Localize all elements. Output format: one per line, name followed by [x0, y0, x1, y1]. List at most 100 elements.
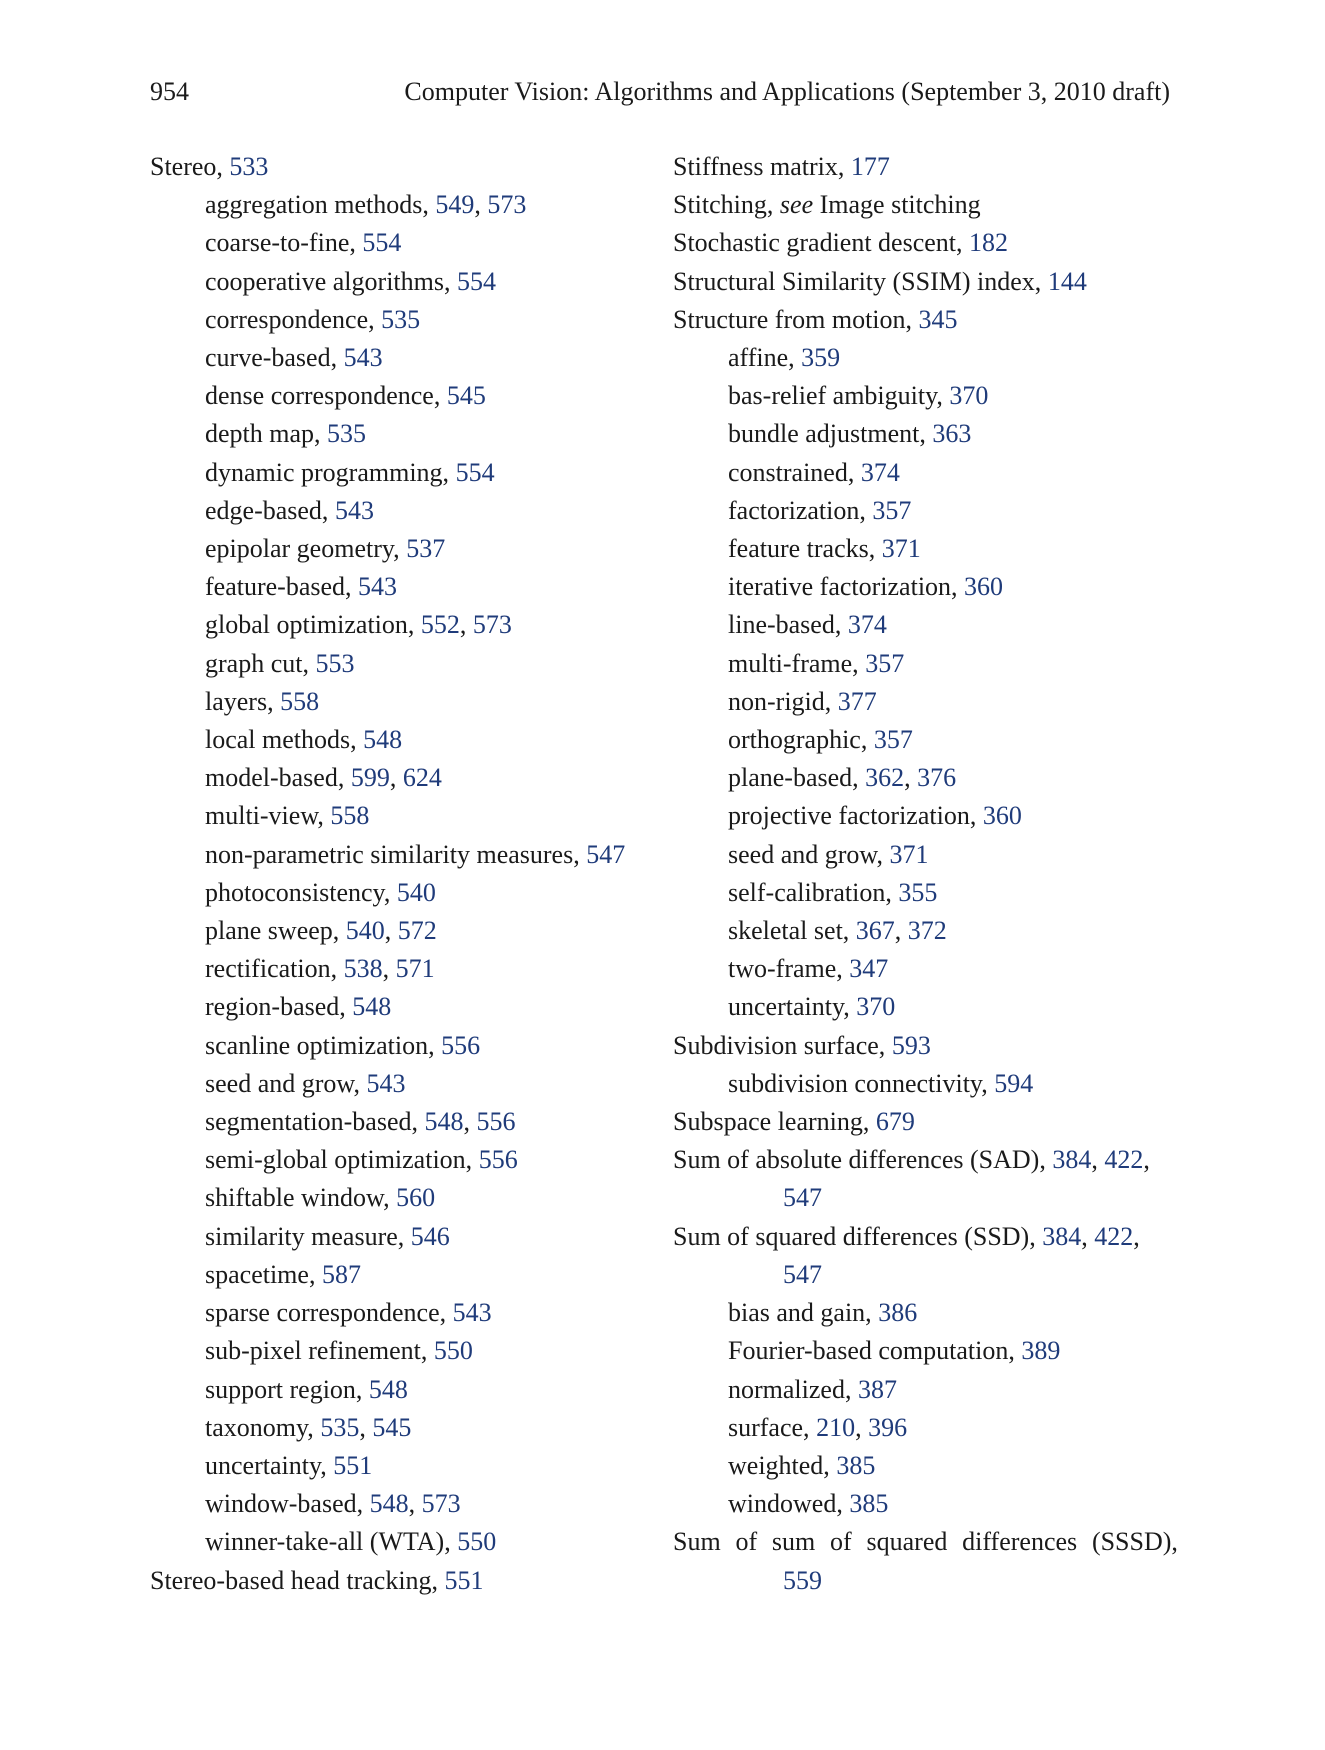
page-link[interactable]: 551	[333, 1450, 373, 1480]
page-link[interactable]: 535	[327, 419, 367, 449]
entry-term-line: dense correspondence, 545	[205, 381, 486, 410]
entry-term: model-based,	[205, 763, 351, 793]
page-link[interactable]: 360	[964, 572, 1004, 602]
page-link[interactable]: 384	[1052, 1145, 1092, 1175]
page-link[interactable]: 422	[1094, 1221, 1134, 1251]
page-link[interactable]: 587	[321, 1259, 361, 1289]
page-link[interactable]: 389	[1021, 1336, 1061, 1366]
index-subentry: dense correspondence, 545	[150, 377, 660, 415]
entry-term: windowed,	[728, 1489, 850, 1519]
page-link[interactable]: 357	[865, 648, 905, 678]
page-link[interactable]: 545	[372, 1412, 412, 1442]
page-link[interactable]: 370	[856, 992, 896, 1022]
page-link[interactable]: 360	[982, 801, 1022, 831]
entry-term: plane sweep,	[205, 916, 346, 946]
page-link[interactable]: 593	[891, 1030, 931, 1060]
page-link[interactable]: 177	[850, 152, 890, 181]
page-link[interactable]: 355	[898, 877, 938, 907]
page-link[interactable]: 363	[932, 419, 972, 449]
page-link[interactable]: 374	[860, 457, 900, 487]
page-link[interactable]: 543	[358, 572, 398, 602]
page-link[interactable]: 559	[783, 1565, 822, 1595]
page-link[interactable]: 540	[345, 916, 385, 946]
page-link[interactable]: 182	[969, 228, 1009, 258]
page-link[interactable]: 549	[435, 190, 475, 220]
page-link[interactable]: 372	[907, 916, 947, 946]
page-link[interactable]: 552	[420, 610, 460, 640]
page-link[interactable]: 572	[397, 916, 437, 946]
page-link[interactable]: 543	[334, 495, 374, 525]
page-link[interactable]: 371	[889, 839, 929, 869]
page-link[interactable]: 554	[362, 228, 402, 258]
page-link[interactable]: 558	[280, 686, 320, 716]
page-link[interactable]: 377	[837, 686, 877, 716]
page-link[interactable]: 679	[875, 1107, 915, 1137]
page-link[interactable]: 535	[381, 304, 421, 334]
page-link[interactable]: 359	[801, 343, 841, 373]
page-link[interactable]: 551	[444, 1565, 484, 1595]
page-link[interactable]: 144	[1047, 266, 1087, 296]
entry-term-line: Sum of absolute differences (SAD), 384, …	[673, 1145, 1150, 1175]
page-link[interactable]: 556	[478, 1145, 518, 1175]
page-link[interactable]: 535	[320, 1412, 360, 1442]
page-link[interactable]: 558	[330, 801, 370, 831]
page-link[interactable]: 396	[868, 1412, 908, 1442]
page-link[interactable]: 553	[315, 648, 355, 678]
page-link[interactable]: 385	[849, 1489, 889, 1519]
page-link[interactable]: 560	[396, 1183, 436, 1213]
page-link[interactable]: 548	[424, 1107, 464, 1137]
page-link[interactable]: 556	[476, 1107, 516, 1137]
page-link[interactable]: 376	[917, 763, 957, 793]
page-link[interactable]: 599	[350, 763, 390, 793]
entry-term-line: bundle adjustment, 363	[728, 419, 971, 448]
page-link[interactable]: 543	[452, 1298, 492, 1328]
page-link[interactable]: 386	[878, 1298, 918, 1328]
page-link[interactable]: 543	[366, 1068, 406, 1098]
page-link[interactable]: 546	[410, 1221, 450, 1251]
page-link[interactable]: 550	[433, 1336, 473, 1366]
page-link[interactable]: 540	[396, 877, 436, 907]
page-link[interactable]: 548	[368, 1374, 408, 1404]
entry-term: aggregation methods,	[205, 190, 436, 220]
page-link[interactable]: 385	[836, 1450, 876, 1480]
entry-term-line: segmentation-based, 548, 556	[205, 1107, 516, 1137]
page-link[interactable]: 387	[857, 1374, 897, 1404]
page-link[interactable]: 573	[421, 1489, 461, 1519]
page-link[interactable]: 345	[918, 304, 958, 334]
page-link[interactable]: 548	[352, 992, 392, 1022]
page-link[interactable]: 554	[455, 457, 495, 487]
page-link[interactable]: 374	[847, 610, 887, 640]
page-link[interactable]: 422	[1104, 1145, 1144, 1175]
page-link[interactable]: 347	[849, 954, 889, 984]
page-link[interactable]: 556	[441, 1030, 481, 1060]
index-subentry: weighted, 385	[673, 1447, 1178, 1485]
page-link[interactable]: 538	[343, 954, 383, 984]
page-link[interactable]: 554	[456, 266, 496, 296]
page-link[interactable]: 571	[395, 954, 435, 984]
page-link[interactable]: 384	[1042, 1221, 1082, 1251]
page-link[interactable]: 573	[472, 610, 512, 640]
entry-term: correspondence,	[205, 304, 382, 334]
page-link[interactable]: 357	[873, 725, 913, 755]
page-link[interactable]: 210	[816, 1412, 856, 1442]
page-link[interactable]: 371	[881, 534, 921, 564]
page-link[interactable]: 545	[446, 381, 486, 411]
page-link[interactable]: 537	[406, 534, 446, 564]
page-link[interactable]: 573	[487, 190, 527, 220]
page-link[interactable]: 548	[369, 1489, 409, 1519]
page-link[interactable]: 357	[872, 495, 912, 525]
page-link[interactable]: 624	[402, 763, 442, 793]
page-link[interactable]: 550	[457, 1527, 497, 1557]
entry-term: cooperative algorithms,	[205, 266, 457, 296]
page-link[interactable]: 543	[343, 343, 383, 373]
page-link[interactable]: 547	[783, 1259, 822, 1289]
page-link[interactable]: 367	[855, 916, 895, 946]
page-link[interactable]: 370	[949, 381, 989, 411]
page-link[interactable]: 594	[994, 1068, 1034, 1098]
page-link[interactable]: 548	[363, 725, 403, 755]
index-subentry: spacetime, 587	[150, 1256, 660, 1294]
page-link[interactable]: 547	[783, 1183, 822, 1213]
page-link[interactable]: 362	[865, 763, 905, 793]
page-link[interactable]: 547	[586, 839, 626, 869]
page-link[interactable]: 533	[229, 152, 269, 181]
